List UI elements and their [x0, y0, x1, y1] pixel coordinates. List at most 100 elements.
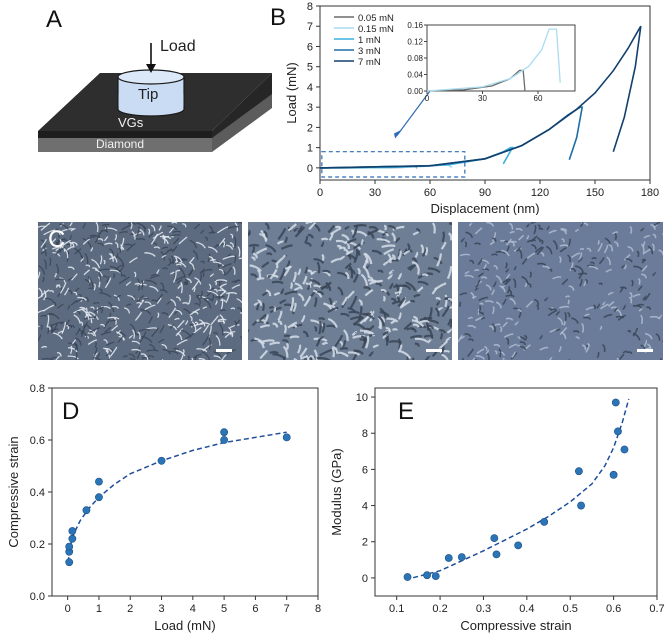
- sem-flake: [251, 245, 256, 254]
- sem-flake: [109, 319, 117, 322]
- sem-flake: [581, 344, 587, 351]
- sem-flake: [107, 357, 112, 360]
- sem-flake: [348, 265, 354, 279]
- sem-flake: [168, 258, 172, 264]
- sem-flake: [220, 298, 224, 310]
- sem-flake: [506, 285, 511, 294]
- sem-flake: [564, 311, 567, 322]
- sem-flake: [424, 246, 429, 256]
- sem-flake: [641, 273, 648, 279]
- sem-flake: [509, 230, 516, 234]
- sem-flake: [38, 309, 45, 314]
- sem-flake: [94, 233, 101, 244]
- sem-flake: [118, 248, 122, 254]
- sem-flake: [188, 256, 195, 264]
- sem-flake: [480, 316, 486, 320]
- sem-flake: [167, 225, 178, 231]
- sem-flake: [552, 239, 558, 250]
- x-tick-label: 0.1: [389, 603, 404, 615]
- legend-label: 0.15 mN: [358, 24, 394, 35]
- sem-flake: [162, 348, 171, 355]
- sem-flake: [383, 224, 387, 231]
- sem-flake: [93, 347, 98, 357]
- sem-flake: [63, 287, 70, 296]
- sem-flake: [360, 273, 369, 286]
- sem-flake: [219, 291, 226, 297]
- sem-flake: [93, 283, 96, 291]
- sem-flake: [198, 319, 206, 327]
- sem-flake: [208, 246, 218, 253]
- sem-flake: [289, 281, 293, 290]
- sem-flake: [43, 295, 47, 301]
- sem-flake: [169, 350, 179, 355]
- sem-flake: [278, 320, 283, 326]
- sem-flake: [357, 306, 363, 321]
- sem-flake: [252, 252, 258, 259]
- sem-flake: [116, 330, 121, 334]
- sem-flake: [73, 291, 78, 296]
- sem-flake: [170, 298, 177, 306]
- sem-flake: [641, 258, 646, 262]
- x-tick-label: 90: [479, 187, 491, 199]
- sem-flake: [570, 268, 577, 272]
- y-tick-label: 2: [362, 537, 368, 549]
- sem-flake: [210, 315, 219, 326]
- sem-flake: [567, 312, 571, 318]
- sem-flake: [458, 335, 463, 343]
- sem-flake: [309, 357, 312, 360]
- sem-flake: [478, 305, 482, 313]
- sem-flake: [539, 334, 543, 340]
- sem-flake: [170, 269, 181, 275]
- sem-flake: [98, 271, 102, 282]
- sem-flake: [502, 321, 508, 328]
- sem-flake: [330, 227, 342, 236]
- sem-flake: [215, 335, 221, 346]
- sem-flake: [280, 244, 293, 250]
- panel-a: A Load Tip VGs Diamond: [0, 0, 300, 200]
- sem-flake: [367, 229, 379, 236]
- sem-flake: [38, 334, 42, 342]
- sem-flake: [287, 321, 298, 329]
- scale-bar: [637, 349, 653, 352]
- sem-flake: [353, 251, 359, 264]
- data-point: [575, 467, 583, 476]
- data-point: [423, 571, 431, 580]
- sem-flake: [251, 256, 256, 261]
- sem-flake: [644, 332, 653, 340]
- sem-flake: [579, 278, 583, 287]
- sem-flake: [66, 325, 70, 330]
- sem-flake: [55, 246, 66, 255]
- sem-flake: [377, 269, 384, 274]
- sem-flake: [528, 283, 532, 288]
- sem-flake: [585, 344, 590, 353]
- sem-flake: [386, 317, 399, 323]
- sem-flake: [505, 273, 511, 280]
- sem-flake: [392, 225, 405, 231]
- sem-flake: [208, 256, 214, 262]
- sem-flake: [403, 322, 413, 331]
- sem-flake: [236, 298, 242, 304]
- legend-label: 3 mN: [358, 46, 381, 57]
- sem-flake: [642, 295, 647, 301]
- sem-flake: [427, 267, 441, 274]
- sem-flake: [74, 343, 78, 351]
- sem-flake: [411, 357, 415, 360]
- sem-flake: [388, 340, 403, 344]
- sem-flake: [297, 225, 303, 234]
- sem-flake: [448, 306, 452, 309]
- sem-flake: [643, 235, 651, 239]
- sem-flake: [104, 235, 109, 242]
- sem-flake: [272, 322, 279, 328]
- sem-flake: [128, 222, 137, 226]
- sem-flake: [128, 334, 133, 339]
- sem-flake: [313, 296, 318, 308]
- x-tick-label: 0.3: [476, 603, 491, 615]
- sem-flake: [658, 314, 662, 320]
- sem-flake: [78, 329, 88, 338]
- sem-flake: [338, 246, 347, 250]
- sem-flake: [308, 222, 317, 230]
- sem-flake: [419, 316, 433, 322]
- sem-flake: [307, 269, 314, 275]
- sem-flake: [152, 242, 157, 246]
- sem-flake: [123, 307, 131, 314]
